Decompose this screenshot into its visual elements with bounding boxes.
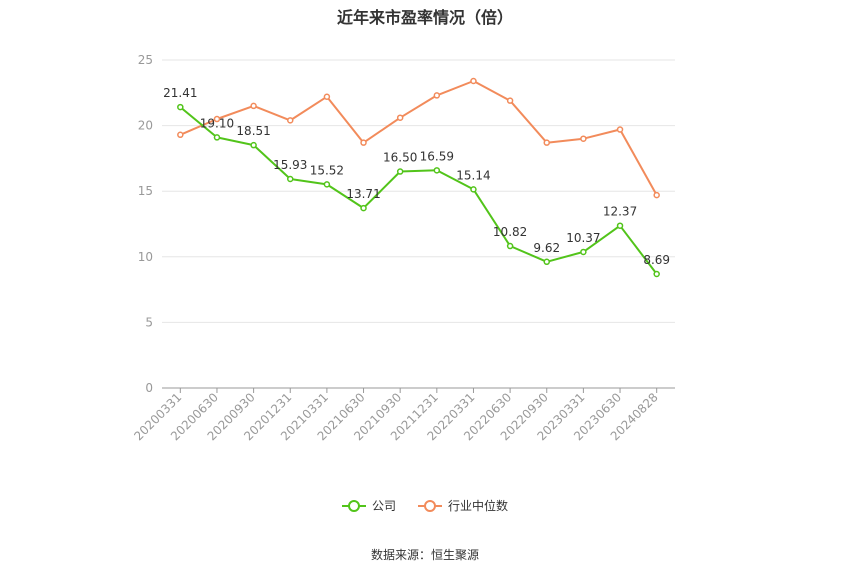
data-point-company-20220930 (543, 258, 550, 266)
y-tick-label-15: 15 (138, 184, 153, 198)
data-label-company-20200630: 19.10 (200, 116, 234, 130)
data-label-company-20200331: 21.41 (163, 86, 197, 100)
data-label-company-20210331: 15.52 (310, 163, 344, 177)
legend-item-company[interactable]: 公司 (341, 497, 396, 514)
data-point-company-20210331 (323, 181, 331, 188)
grid-lines (162, 59, 675, 323)
data-point-industry-median-20210331 (323, 93, 331, 100)
series-industry-median (177, 77, 660, 199)
data-point-industry-median-20210930 (396, 114, 404, 121)
series-company (177, 103, 660, 278)
data-point-company-20220331 (470, 186, 477, 193)
data-point-industry-median-20211231 (433, 92, 441, 99)
chart-title: 近年来市盈率情况（倍） (336, 8, 513, 27)
legend-swatch-industry-median (418, 499, 442, 513)
data-label-company-20230331: 10.37 (566, 231, 600, 245)
data-point-industry-median-20230331 (580, 135, 587, 142)
series-line-industry-median (179, 80, 658, 196)
data-point-company-20230630 (616, 222, 624, 229)
series-line-company (179, 106, 658, 275)
data-point-industry-median-20240828 (653, 191, 660, 199)
data-point-industry-median-20200930 (250, 102, 257, 110)
legend-dot-industry-median (424, 499, 436, 512)
data-label-company-20220930: 9.62 (533, 241, 560, 255)
y-tick-label-20: 20 (138, 119, 153, 133)
legend: 公司 行业中位数 (0, 497, 850, 514)
data-point-company-20230331 (580, 248, 587, 256)
data-point-company-20210630 (360, 204, 367, 212)
legend-label-industry-median: 行业中位数 (448, 499, 509, 513)
y-tick-label-0: 0 (145, 381, 153, 395)
data-point-industry-median-20200630 (213, 115, 221, 123)
data-point-company-20211231 (433, 167, 441, 174)
data-label-company-20211231: 16.59 (420, 149, 454, 163)
data-label-company-20200930: 18.51 (236, 124, 270, 138)
data-label-company-20230630: 12.37 (603, 205, 637, 219)
y-tick-label-25: 25 (138, 53, 153, 67)
data-label-company-20210630: 13.71 (346, 187, 380, 201)
source-note: 数据来源：恒生聚源 (370, 548, 479, 562)
data-point-company-20200331 (177, 103, 184, 111)
data-label-company-20220630: 10.82 (493, 225, 527, 239)
axes: 0510152025202003312020063020200930202012… (131, 53, 675, 443)
legend-label-company: 公司 (371, 499, 396, 513)
y-tick-label-5: 5 (145, 315, 153, 329)
legend-swatch-company (341, 499, 366, 513)
legend-dot-company (347, 499, 360, 512)
data-label-company-20240828: 8.69 (643, 253, 670, 267)
data-point-industry-median-20210630 (360, 139, 367, 146)
data-point-industry-median-20230630 (616, 126, 624, 133)
data-point-industry-median-20220930 (543, 139, 550, 146)
data-point-company-20200930 (250, 141, 257, 149)
data-point-industry-median-20200331 (177, 131, 184, 139)
data-label-company-20201231: 15.93 (273, 158, 307, 172)
series-lines (177, 77, 660, 278)
data-label-company-20220331: 15.14 (456, 168, 490, 182)
y-tick-label-10: 10 (138, 250, 153, 264)
data-point-industry-median-20220331 (470, 77, 477, 85)
data-label-company-20210930: 16.50 (383, 151, 417, 165)
data-point-company-20201231 (287, 175, 294, 183)
data-point-company-20210930 (396, 168, 404, 175)
legend-item-industry-median[interactable]: 行业中位数 (418, 497, 508, 514)
data-point-company-20200630 (213, 134, 221, 141)
data-point-industry-median-20220630 (506, 97, 514, 104)
data-point-company-20220630 (506, 242, 514, 250)
data-point-industry-median-20201231 (287, 117, 294, 124)
data-point-company-20240828 (653, 270, 660, 278)
